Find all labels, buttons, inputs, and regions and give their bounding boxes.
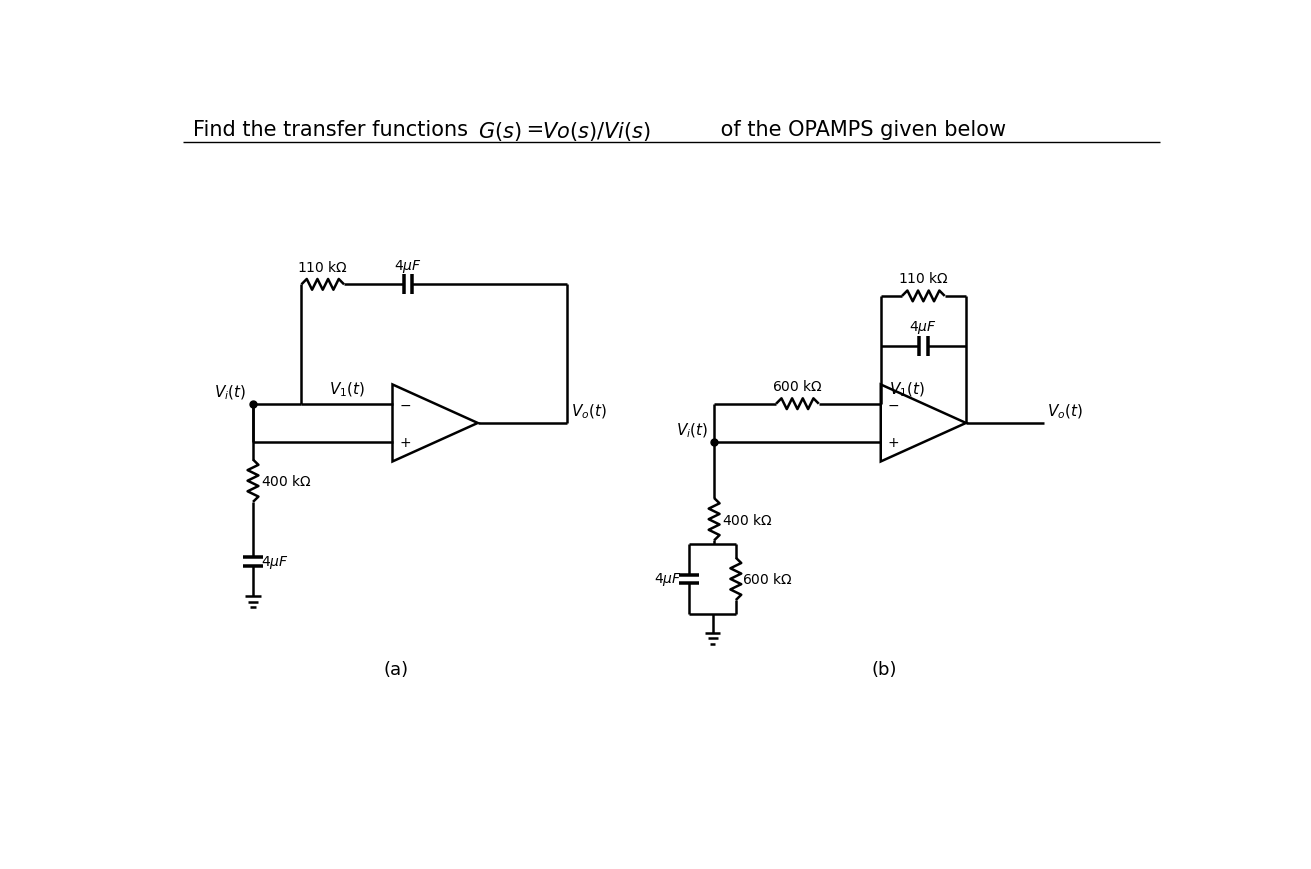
Text: (b): (b): [872, 660, 897, 679]
Text: $V_i(t)$: $V_i(t)$: [675, 421, 708, 440]
Text: $Vo(s)/Vi(s)$: $Vo(s)/Vi(s)$: [541, 120, 650, 143]
Text: $V_1(t)$: $V_1(t)$: [329, 380, 364, 398]
Text: $4\mu F$: $4\mu F$: [395, 257, 422, 275]
Text: 400 k$\Omega$: 400 k$\Omega$: [722, 512, 773, 527]
Text: $V_o(t)$: $V_o(t)$: [1047, 402, 1083, 421]
Text: $4\mu F$: $4\mu F$: [654, 571, 682, 587]
Text: $-$: $-$: [399, 397, 410, 411]
Text: $V_i(t)$: $V_i(t)$: [215, 382, 246, 401]
Text: 110 k$\Omega$: 110 k$\Omega$: [898, 271, 949, 286]
Text: 400 k$\Omega$: 400 k$\Omega$: [261, 474, 312, 488]
Text: $4\mu F$: $4\mu F$: [261, 554, 288, 570]
Text: $-$: $-$: [888, 397, 899, 411]
Text: 600 k$\Omega$: 600 k$\Omega$: [742, 572, 793, 587]
Text: $V_1(t)$: $V_1(t)$: [889, 380, 924, 398]
Text: 110 k$\Omega$: 110 k$\Omega$: [298, 259, 349, 275]
Text: =: =: [520, 120, 544, 140]
Text: $V_o(t)$: $V_o(t)$: [570, 402, 607, 421]
Text: 600 k$\Omega$: 600 k$\Omega$: [772, 379, 823, 394]
Text: $+$: $+$: [888, 435, 899, 449]
Text: of the OPAMPS given below: of the OPAMPS given below: [714, 120, 1007, 140]
Text: $+$: $+$: [399, 435, 410, 449]
Text: $4\mu F$: $4\mu F$: [910, 319, 937, 335]
Text: Find the transfer functions: Find the transfer functions: [193, 120, 475, 140]
Text: $G(s)$: $G(s)$: [477, 120, 522, 143]
Text: (a): (a): [384, 660, 409, 679]
